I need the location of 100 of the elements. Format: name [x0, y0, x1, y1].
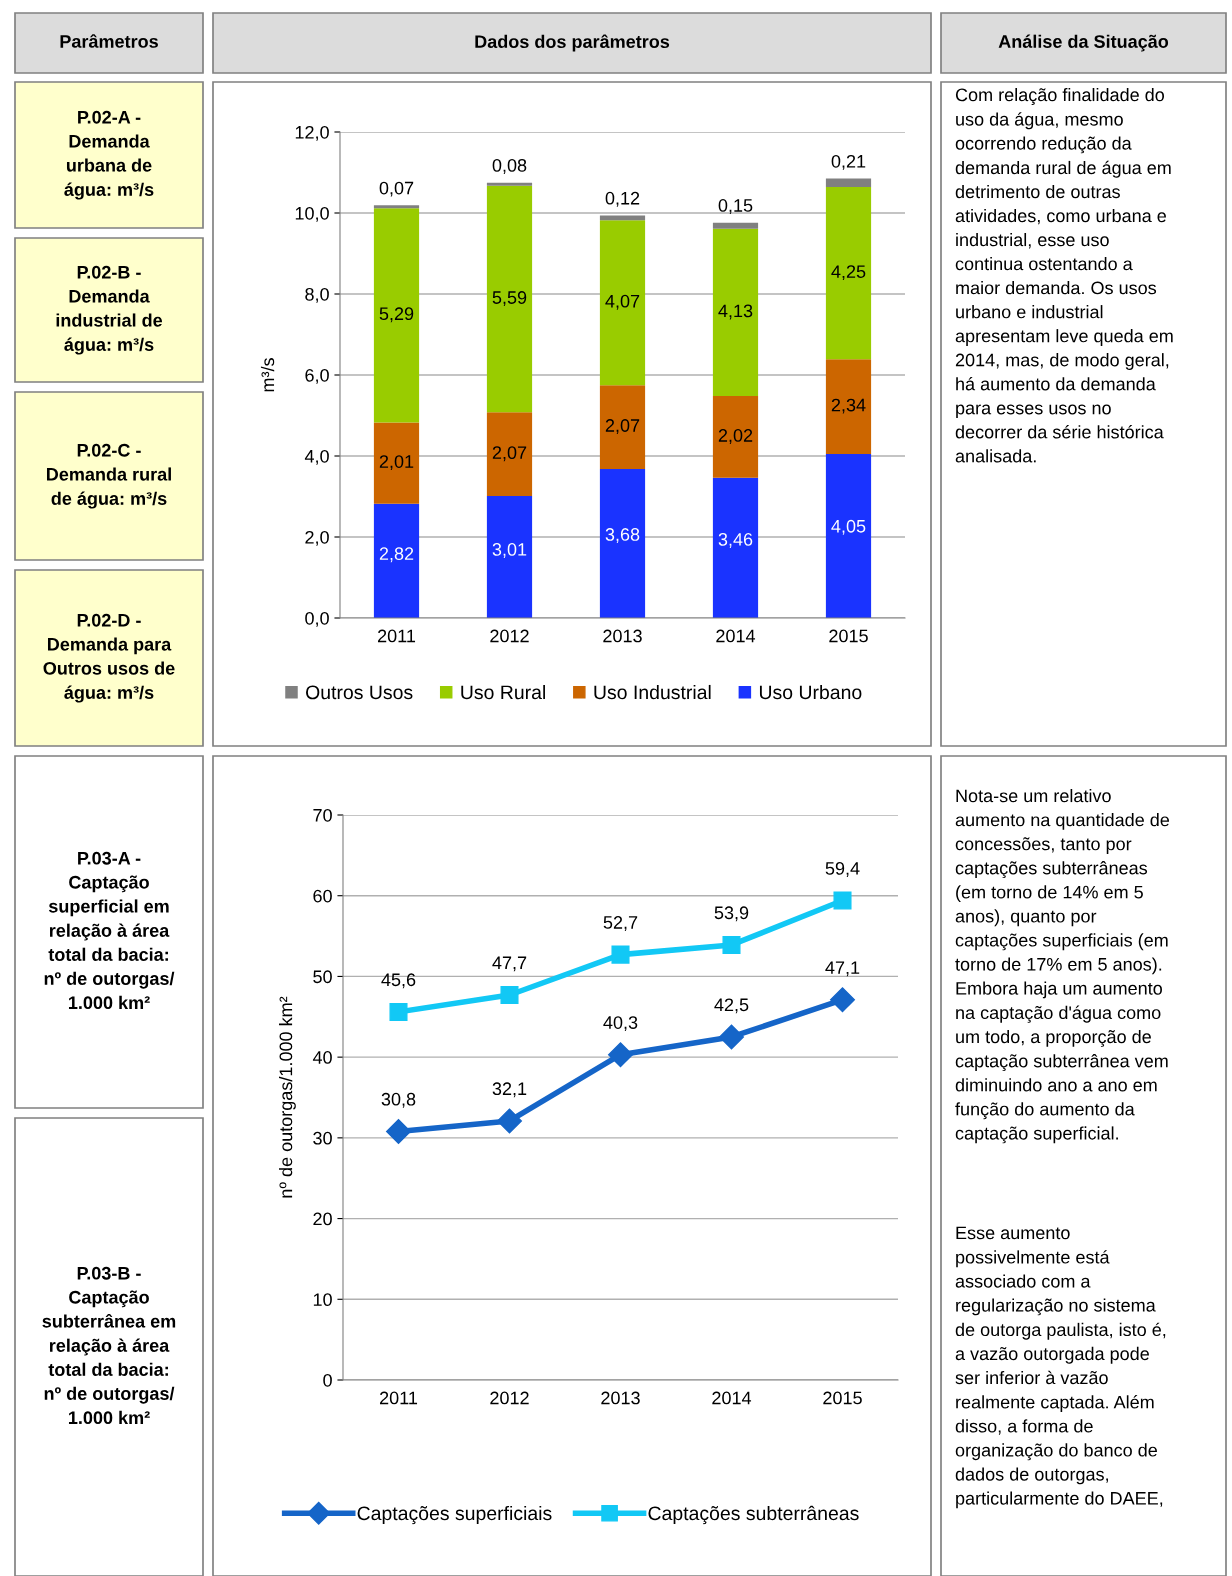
x-tick-label: 2015 [823, 1391, 862, 1405]
point [497, 1108, 522, 1134]
x-tick-label: 2013 [603, 629, 642, 643]
text: P.02-D - Demanda para Outros usos de água: m³/s [43, 613, 175, 703]
text: Análise da Situação [998, 34, 1169, 52]
data-label: 52,7 [603, 916, 638, 931]
point [611, 945, 630, 964]
data-label: 3,01 [492, 543, 527, 558]
bar [712, 222, 759, 229]
x-tick-label: 2011 [379, 1391, 418, 1405]
point [722, 935, 741, 954]
point [608, 1042, 633, 1068]
point [833, 891, 852, 910]
data-label: 4,07 [605, 294, 640, 310]
bar [373, 503, 420, 618]
data-label: 2,34 [831, 398, 866, 414]
y-tick-label: 30 [313, 1131, 332, 1145]
y-tick-label: 2,0 [305, 530, 329, 546]
x-tick-label: 2013 [601, 1391, 640, 1405]
text: P.02-A - Demanda urbana de água: m³/s [64, 110, 154, 200]
y-tick-label: 12,0 [295, 125, 329, 141]
data-label: 30,8 [381, 1092, 416, 1108]
y-tick-label: 6,0 [305, 368, 329, 384]
x-tick-label: 2014 [712, 1391, 752, 1405]
data-label: 42,5 [714, 998, 749, 1014]
bar [599, 468, 646, 618]
y-tick-label: 0,0 [305, 611, 329, 627]
data-label: 2,07 [492, 446, 527, 462]
bar [712, 477, 759, 618]
point [389, 1002, 408, 1021]
data-label: 5,59 [492, 291, 527, 307]
legend-label: Outros Usos [306, 685, 413, 700]
text: Nota-se um relativo aumento na quantidade de concessões, tanto por captações subterrâneas (em torno de 14% em 5 anos), quanto por captações superficiais (em torno de 17% em 5 anos). Embora haja um aumento na captação d'água como um todo, a proporção de captação subterrânea vem diminuindo ano a ano em função do aumento da captação superficial. [955, 789, 1170, 1144]
data-label: 0,12 [605, 191, 640, 207]
bar [373, 205, 420, 209]
text: Com relação finalidade do uso da água, mesmo ocorrendo redução da demanda rural de água em detrimento de outras atividades, como urbana e industrial, esse uso continua ostentando a maior demanda. Os usos urbano e industrial apresentam leve queda em 2014, mas, de modo geral, há aumento da demanda para esses usos no decorrer da série histórica analisada. [955, 88, 1173, 463]
text: Dados dos parâmetros [475, 34, 670, 52]
data-label: 3,68 [605, 528, 640, 544]
point [386, 1118, 411, 1144]
bar [599, 385, 646, 469]
data-label: 5,29 [379, 307, 414, 323]
bar [825, 187, 872, 360]
x-tick-label: 2012 [490, 629, 529, 643]
bar [373, 208, 420, 423]
bar [486, 182, 533, 186]
data-label: 3,46 [718, 532, 753, 548]
data-label: 0,21 [831, 154, 866, 170]
data-label: 2,01 [379, 455, 414, 471]
text: Parâmetros [60, 34, 158, 48]
y-tick-label: 10 [313, 1293, 332, 1307]
bar [825, 359, 872, 454]
text: P.02-C - Demanda rural de água: m³/s [46, 443, 171, 509]
y-tick-label: 8,0 [305, 287, 329, 303]
data-label: 4,05 [831, 519, 866, 535]
data-label: 0,07 [379, 181, 414, 197]
x-tick-label: 2014 [716, 629, 756, 643]
data-label: 0,15 [718, 199, 753, 214]
legend-label: Captações subterrâneas [648, 1505, 859, 1525]
data-label: 2,02 [718, 429, 753, 444]
x-tick-label: 2011 [377, 629, 416, 643]
y-tick-label: 70 [313, 808, 332, 822]
bar [825, 453, 872, 618]
data-label: 2,82 [379, 547, 414, 563]
data-label: 53,9 [714, 906, 749, 922]
point [830, 987, 855, 1013]
legend-label: Uso Rural [461, 684, 545, 700]
bar [486, 496, 533, 618]
y-tick-label: 50 [313, 970, 332, 984]
y-tick-label: 60 [313, 889, 332, 903]
bar [712, 228, 759, 397]
data-label: 4,25 [831, 265, 866, 281]
data-label: 2,07 [605, 419, 640, 435]
x-tick-label: 2012 [490, 1391, 529, 1405]
bar [373, 422, 420, 504]
x-tick-label: 2015 [829, 629, 868, 643]
text: P.03-B - Captação subterrânea em relação à área total da bacia: nº de outorgas/ 1.000 km² [42, 1266, 176, 1425]
y-tick-label: 20 [313, 1212, 332, 1226]
point [719, 1024, 744, 1050]
y-tick-label: 4,0 [304, 449, 329, 465]
bar [712, 396, 759, 478]
y-axis-title: nº de outorgas/1.000 km² [279, 996, 296, 1198]
text: P.03-A - Captação superficial em relação à área total da bacia: nº de outorgas/ 1.000 km² [44, 851, 175, 1010]
legend-label: Captações superficiais [357, 1505, 552, 1525]
data-label: 32,1 [492, 1082, 527, 1098]
bar [486, 185, 533, 413]
legend-label: Uso Urbano [759, 684, 862, 700]
y-tick-label: 0 [323, 1373, 332, 1387]
data-label: 4,13 [718, 304, 753, 320]
text: P.02-B - Demanda industrial de água: m³/s [56, 265, 163, 355]
bar [825, 178, 872, 188]
legend-label: Uso Industrial [594, 684, 711, 700]
bar [599, 215, 646, 221]
data-label: 40,3 [603, 1016, 638, 1032]
bar [486, 412, 533, 497]
bar [599, 220, 646, 386]
data-label: 47,1 [825, 961, 860, 977]
data-label: 47,7 [492, 956, 527, 972]
y-tick-label: 40 [312, 1051, 332, 1064]
y-tick-label: 10,0 [295, 206, 329, 222]
point [500, 985, 519, 1005]
